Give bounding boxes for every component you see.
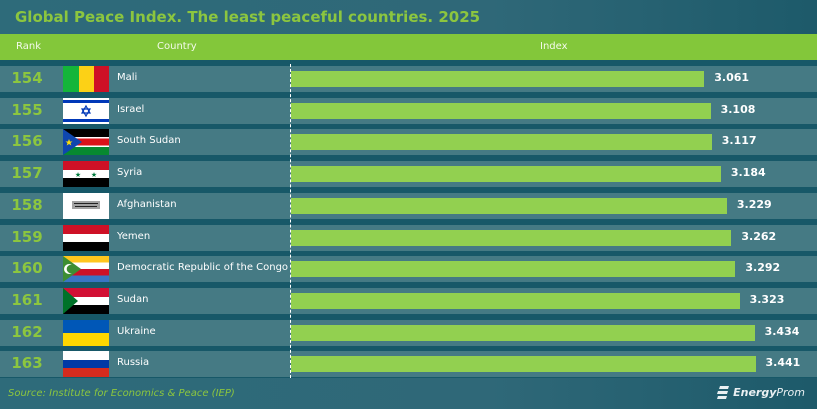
- table-row: 154 Mali 3.061: [0, 66, 817, 92]
- table-row: 158 Afghanistan 3.229: [0, 193, 817, 219]
- index-bar: [291, 356, 756, 372]
- russia-flag-icon: [63, 351, 109, 377]
- value-label: 3.323: [750, 293, 785, 306]
- table-row: 155 Israel 3.108: [0, 98, 817, 124]
- rank-label: 161: [0, 291, 54, 309]
- brand-name-bold: Energy: [733, 386, 776, 399]
- country-label: Russia: [117, 357, 149, 368]
- axis-dashed-line: [290, 64, 291, 378]
- value-label: 3.292: [745, 261, 780, 274]
- chart-title: Global Peace Index. The least peaceful c…: [15, 8, 480, 26]
- index-bar: [291, 71, 704, 87]
- rank-label: 154: [0, 69, 54, 87]
- rank-label: 162: [0, 323, 54, 341]
- rank-label: 163: [0, 354, 54, 372]
- brand-name-light: Prom: [776, 386, 805, 399]
- syria-flag-icon: ★ ★: [63, 161, 109, 187]
- table-row: 161 Sudan 3.323: [0, 288, 817, 314]
- brand-logo: Energy Prom: [717, 386, 805, 399]
- value-label: 3.108: [721, 103, 756, 116]
- country-label: Yemen: [117, 231, 150, 242]
- index-bar: [291, 325, 755, 341]
- energyprom-logo-icon: [717, 386, 729, 399]
- table-row: 162 Ukraine 3.434: [0, 320, 817, 346]
- value-label: 3.229: [737, 198, 772, 211]
- index-bar: [291, 230, 731, 246]
- header-country: Country: [157, 41, 197, 52]
- index-bar: [291, 134, 712, 150]
- mali-flag-icon: [63, 66, 109, 92]
- value-label: 3.184: [731, 166, 766, 179]
- rank-label: 156: [0, 132, 54, 150]
- index-bar: [291, 103, 711, 119]
- country-label: Afghanistan: [117, 199, 177, 210]
- rank-label: 155: [0, 101, 54, 119]
- index-bar: [291, 198, 727, 214]
- table-row: 159 Yemen 3.262: [0, 225, 817, 251]
- rank-label: 158: [0, 196, 54, 214]
- sudan-flag-icon: [63, 288, 109, 314]
- rank-label: 160: [0, 259, 54, 277]
- country-label: Democratic Republic of the Congo: [117, 262, 288, 273]
- ukraine-flag-icon: [63, 320, 109, 346]
- yemen-flag-icon: [63, 225, 109, 251]
- index-bar: [291, 261, 735, 277]
- country-label: Syria: [117, 167, 142, 178]
- header-index: Index: [540, 41, 568, 52]
- table-row: 163 Russia 3.441: [0, 351, 817, 377]
- svg-text:★: ★: [75, 171, 81, 179]
- afghanistan-flag-icon: [63, 193, 109, 219]
- country-label: Ukraine: [117, 326, 156, 337]
- rank-label: 159: [0, 228, 54, 246]
- value-label: 3.117: [722, 134, 757, 147]
- country-label: Mali: [117, 72, 137, 83]
- index-bar: [291, 166, 721, 182]
- table-header: Rank Country Index: [0, 34, 817, 60]
- table-row: 157 ★ ★ Syria 3.184: [0, 161, 817, 187]
- table-row: 156 South Sudan 3.117: [0, 129, 817, 155]
- country-label: Israel: [117, 104, 144, 115]
- table-row: 160 Democratic Republic of the Congo 3.292: [0, 256, 817, 282]
- index-bar: [291, 293, 740, 309]
- comoros-flag-icon: [63, 256, 109, 282]
- rank-label: 157: [0, 164, 54, 182]
- south-sudan-flag-icon: [63, 129, 109, 155]
- source-note: Source: Institute for Economics & Peace …: [8, 388, 235, 399]
- value-label: 3.061: [714, 71, 749, 84]
- value-label: 3.434: [765, 325, 800, 338]
- header-rank: Rank: [16, 41, 41, 52]
- israel-flag-icon: [63, 98, 109, 124]
- value-label: 3.441: [766, 356, 801, 369]
- country-label: South Sudan: [117, 135, 181, 146]
- svg-text:★: ★: [91, 171, 97, 179]
- value-label: 3.262: [741, 230, 776, 243]
- country-label: Sudan: [117, 294, 149, 305]
